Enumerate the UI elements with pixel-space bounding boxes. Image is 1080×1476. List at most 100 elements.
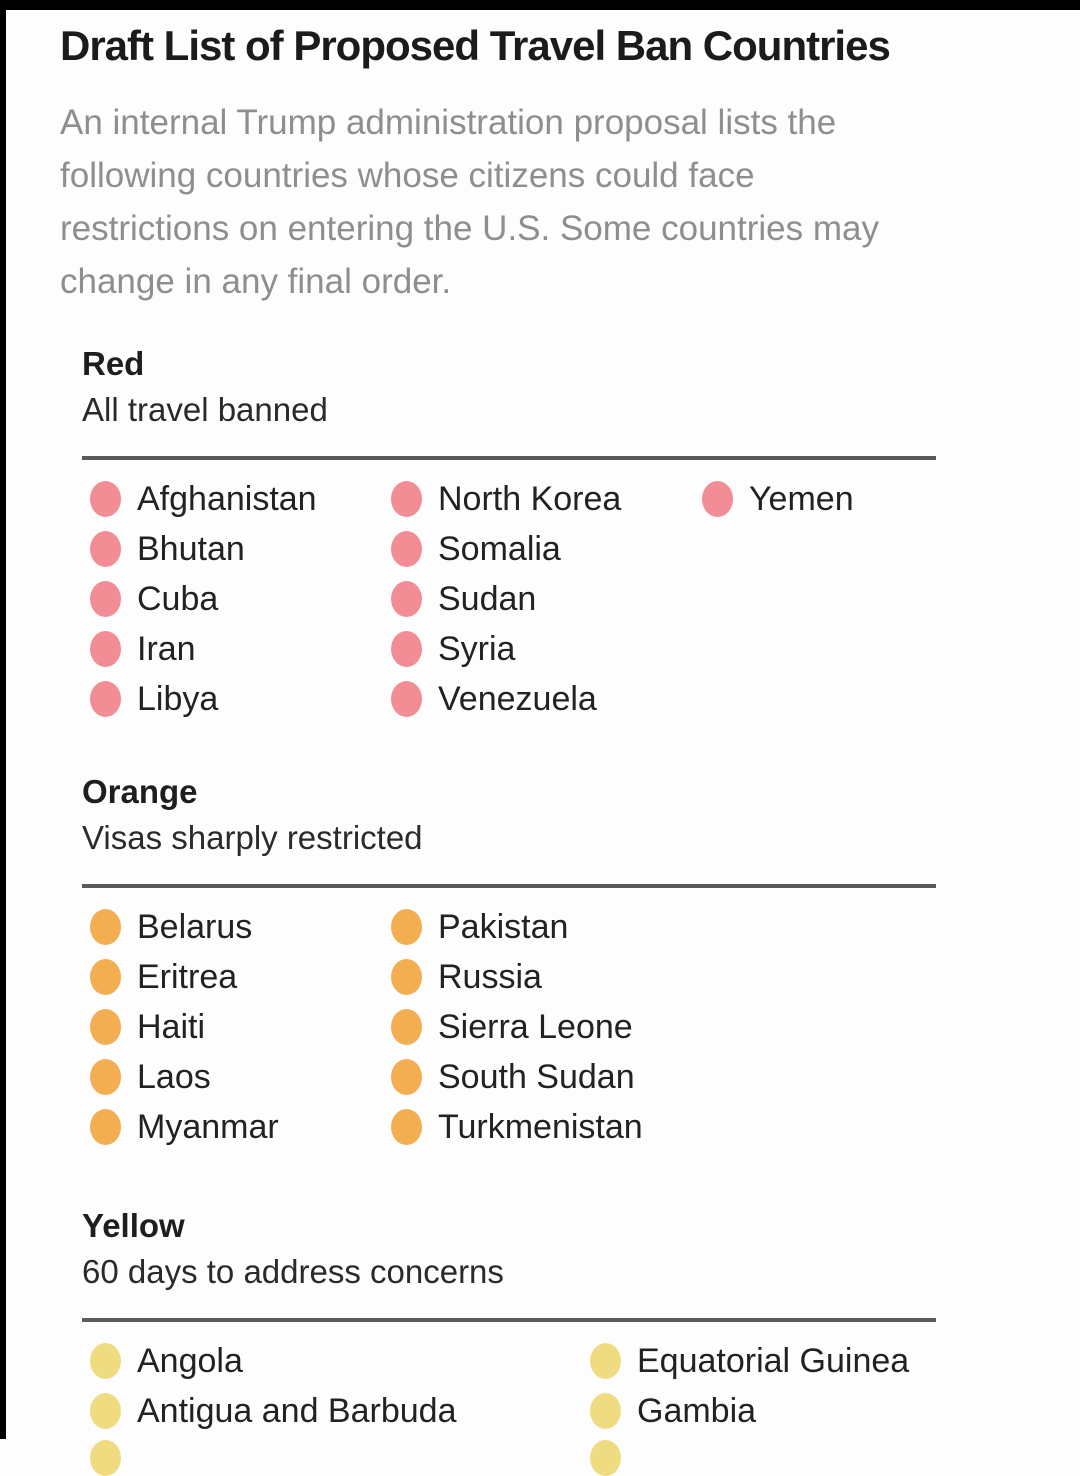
country-item: Venezuela: [391, 674, 702, 724]
country-label: North Korea: [438, 479, 622, 518]
country-item: Libya: [90, 674, 391, 724]
country-item: Turkmenistan: [391, 1102, 643, 1152]
country-label: South Sudan: [438, 1057, 635, 1096]
country-label: Myanmar: [137, 1107, 279, 1146]
red-dot-icon: [702, 481, 733, 518]
yellow-dot-icon: [590, 1440, 621, 1476]
section-divider: [82, 884, 936, 889]
red-dot-icon: [90, 581, 121, 618]
country-item: Russia: [391, 952, 643, 1002]
country-item: Eritrea: [90, 952, 391, 1002]
orange-dot-icon: [391, 1059, 422, 1096]
country-label: Eritrea: [137, 957, 238, 996]
red-dot-icon: [391, 681, 422, 718]
country-label: Iran: [137, 629, 196, 668]
country-label: Afghanistan: [137, 479, 317, 518]
section-orange: Orange Visas sharply restricted Belarus Eri…: [82, 772, 1040, 1152]
country-column: Pakistan Russia Sierra Leone South Sudan Tur…: [391, 902, 643, 1152]
red-dot-icon: [90, 531, 121, 568]
country-item: Equatorial Guinea: [590, 1336, 909, 1386]
section-title-red: Red: [82, 345, 145, 383]
yellow-dot-icon: [590, 1393, 621, 1430]
section-description: All travel banned: [82, 391, 328, 429]
country-item: Syria: [391, 624, 702, 674]
country-column: Belarus Eritrea Haiti Laos Myanmar: [90, 902, 391, 1152]
yellow-dot-icon: [90, 1393, 121, 1430]
country-item: Sierra Leone: [391, 1002, 643, 1052]
yellow-dot-icon: [90, 1343, 121, 1380]
country-label: Antigua and Barbuda: [137, 1391, 457, 1430]
red-dot-icon: [90, 631, 121, 668]
country-item: Angola: [90, 1336, 590, 1386]
orange-dot-icon: [90, 1009, 121, 1046]
country-item: South Sudan: [391, 1052, 643, 1102]
country-label: Gambia: [637, 1391, 757, 1430]
country-label: Sudan: [438, 579, 537, 618]
country-column: Yemen: [702, 474, 854, 724]
country-item: Myanmar: [90, 1102, 391, 1152]
section-description: 60 days to address concerns: [82, 1253, 504, 1291]
section-divider: [82, 1318, 936, 1323]
country-column: Afghanistan Bhutan Cuba Iran Libya: [90, 474, 391, 724]
orange-dot-icon: [391, 1109, 422, 1146]
country-label: Libya: [137, 679, 219, 718]
section-title-yellow: Yellow: [82, 1207, 185, 1245]
country-label: Sierra Leone: [438, 1007, 633, 1046]
country-label: Pakistan: [438, 907, 569, 946]
country-label: Turkmenistan: [438, 1107, 643, 1146]
country-item: Afghanistan: [90, 474, 391, 524]
section-red: Red All travel banned Afghanistan Bhutan Cub…: [82, 344, 1040, 724]
country-label: Haiti: [137, 1007, 206, 1046]
yellow-dot-icon: [590, 1343, 621, 1380]
country-label: Bhutan: [137, 529, 245, 568]
country-item-cutoff: [90, 1440, 590, 1476]
country-label: Russia: [438, 957, 542, 996]
country-label: Venezuela: [438, 679, 597, 718]
country-label: Belarus: [137, 907, 253, 946]
page-subtitle: An internal Trump administration proposa…: [60, 103, 879, 302]
country-item: Cuba: [90, 574, 391, 624]
country-item: North Korea: [391, 474, 702, 524]
country-columns: Afghanistan Bhutan Cuba Iran Libya North Kore…: [82, 474, 1040, 724]
country-item: Bhutan: [90, 524, 391, 574]
country-columns: Belarus Eritrea Haiti Laos Myanmar Pakistan Ru…: [82, 902, 1040, 1152]
country-label: Angola: [137, 1341, 243, 1380]
orange-dot-icon: [90, 1059, 121, 1096]
orange-dot-icon: [90, 1109, 121, 1146]
country-item: Sudan: [391, 574, 702, 624]
sections: Red All travel banned Afghanistan Bhutan Cub…: [82, 344, 1040, 1476]
section-description: Visas sharply restricted: [82, 819, 423, 857]
country-item: Antigua and Barbuda: [90, 1386, 590, 1436]
country-item: Belarus: [90, 902, 391, 952]
country-item: Laos: [90, 1052, 391, 1102]
country-item: Haiti: [90, 1002, 391, 1052]
infographic: Draft List of Proposed Travel Ban Countr…: [6, 10, 1080, 1476]
red-dot-icon: [391, 631, 422, 668]
red-dot-icon: [90, 681, 121, 718]
country-item: Iran: [90, 624, 391, 674]
orange-dot-icon: [391, 909, 422, 946]
country-label: Somalia: [438, 529, 561, 568]
country-label: Equatorial Guinea: [637, 1341, 910, 1380]
section-title-orange: Orange: [82, 773, 198, 811]
country-item: Yemen: [702, 474, 854, 524]
orange-dot-icon: [90, 909, 121, 946]
red-dot-icon: [90, 481, 121, 518]
section-divider: [82, 456, 936, 461]
country-column: Equatorial Guinea Gambia: [590, 1336, 909, 1476]
orange-dot-icon: [391, 1009, 422, 1046]
country-item: Pakistan: [391, 902, 643, 952]
country-columns: Angola Antigua and Barbuda Equatorial Guin…: [82, 1336, 1040, 1476]
country-label: Yemen: [749, 479, 854, 518]
country-label: Laos: [137, 1057, 211, 1096]
orange-dot-icon: [90, 959, 121, 996]
country-label: Cuba: [137, 579, 219, 618]
red-dot-icon: [391, 581, 422, 618]
country-item: Gambia: [590, 1386, 909, 1436]
red-dot-icon: [391, 531, 422, 568]
page-title: Draft List of Proposed Travel Ban Countr…: [60, 22, 891, 69]
red-dot-icon: [391, 481, 422, 518]
country-item: Somalia: [391, 524, 702, 574]
country-column: North Korea Somalia Sudan Syria Venezuela: [391, 474, 702, 724]
country-label: Syria: [438, 629, 516, 668]
